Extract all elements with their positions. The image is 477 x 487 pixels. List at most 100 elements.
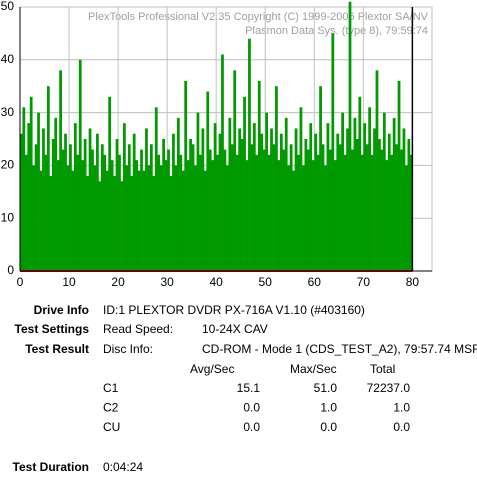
bar xyxy=(83,139,87,271)
bar xyxy=(135,160,139,271)
bar xyxy=(311,160,315,271)
bar xyxy=(321,144,325,271)
cell: 0.0 xyxy=(320,420,337,434)
bar xyxy=(397,80,401,271)
bar xyxy=(373,128,376,271)
bar xyxy=(149,144,153,271)
bar xyxy=(164,160,168,271)
bar xyxy=(390,154,394,271)
bar xyxy=(157,154,161,271)
x-tick-label: 70 xyxy=(357,275,371,289)
y-tick-label: 50 xyxy=(1,0,15,13)
bar xyxy=(108,96,112,271)
bar xyxy=(240,139,244,271)
bar xyxy=(382,112,386,271)
bar xyxy=(130,175,134,271)
bar xyxy=(265,112,268,271)
bar xyxy=(147,165,151,271)
value: 10-24X CAV xyxy=(202,322,268,336)
bar xyxy=(314,133,318,271)
cell: 51.0 xyxy=(314,381,338,395)
cell: 1.0 xyxy=(320,401,337,415)
bar xyxy=(27,123,31,271)
bar xyxy=(176,117,180,271)
bar xyxy=(248,38,251,272)
bar xyxy=(306,149,310,271)
y-tick-label: 10 xyxy=(1,210,15,224)
bar xyxy=(24,154,28,271)
bar xyxy=(304,139,308,271)
bar xyxy=(257,80,261,271)
bar xyxy=(365,144,369,271)
cell: 0.0 xyxy=(243,401,260,415)
bar xyxy=(387,133,391,271)
cell: 1.0 xyxy=(393,401,410,415)
bar xyxy=(275,86,278,271)
bar xyxy=(392,117,396,271)
bar xyxy=(331,33,335,272)
bar xyxy=(186,160,190,271)
bar xyxy=(324,165,327,271)
bar xyxy=(329,149,332,271)
y-tick-label: 30 xyxy=(1,105,15,119)
bar xyxy=(233,70,237,271)
bar xyxy=(123,123,126,271)
bar xyxy=(46,86,50,271)
bar xyxy=(277,160,281,271)
bar xyxy=(230,144,234,271)
bar xyxy=(297,154,300,271)
bar xyxy=(302,165,305,271)
bar xyxy=(243,96,246,271)
bar xyxy=(174,165,178,271)
bar xyxy=(86,175,89,271)
bar xyxy=(37,112,40,271)
bar xyxy=(64,133,67,271)
bar xyxy=(309,123,313,271)
column-header: Total xyxy=(370,362,395,376)
bar xyxy=(218,133,222,271)
y-tick-label: 0 xyxy=(7,263,14,277)
bar xyxy=(213,123,217,271)
bar xyxy=(409,154,413,271)
bar xyxy=(113,175,116,271)
bar xyxy=(299,107,303,271)
bar xyxy=(51,139,55,271)
bar xyxy=(348,1,352,271)
label: Test Duration xyxy=(13,460,89,474)
bar xyxy=(250,144,254,271)
bar xyxy=(167,149,170,271)
bar xyxy=(152,175,156,271)
bar xyxy=(228,117,232,271)
cell: 0.0 xyxy=(243,420,260,434)
bar xyxy=(402,128,406,271)
bar xyxy=(169,175,173,271)
bar xyxy=(39,170,43,271)
x-tick-label: 50 xyxy=(259,275,273,289)
bar xyxy=(118,154,121,271)
bar xyxy=(91,149,94,271)
bar xyxy=(282,149,286,271)
bar xyxy=(56,160,60,271)
value: CD-ROM - Mode 1 (CDS_TEST_A2), 79:57.74 … xyxy=(202,342,477,356)
bar xyxy=(61,149,65,271)
bar xyxy=(22,107,26,271)
bar xyxy=(189,139,192,271)
bar xyxy=(162,139,165,271)
bar xyxy=(76,154,80,271)
bar xyxy=(184,80,188,271)
bar xyxy=(235,154,239,271)
label: Disc Info: xyxy=(103,342,153,356)
bar xyxy=(272,144,276,271)
bar xyxy=(100,144,104,271)
bar xyxy=(294,128,298,271)
bar xyxy=(267,154,271,271)
row-label: C1 xyxy=(103,381,119,395)
bar xyxy=(20,133,23,271)
x-tick-label: 10 xyxy=(62,275,76,289)
bar xyxy=(319,86,322,271)
bar xyxy=(400,149,403,271)
bar xyxy=(196,112,200,271)
bar xyxy=(59,70,62,271)
bar xyxy=(407,139,411,271)
x-tick-label: 80 xyxy=(406,275,420,289)
